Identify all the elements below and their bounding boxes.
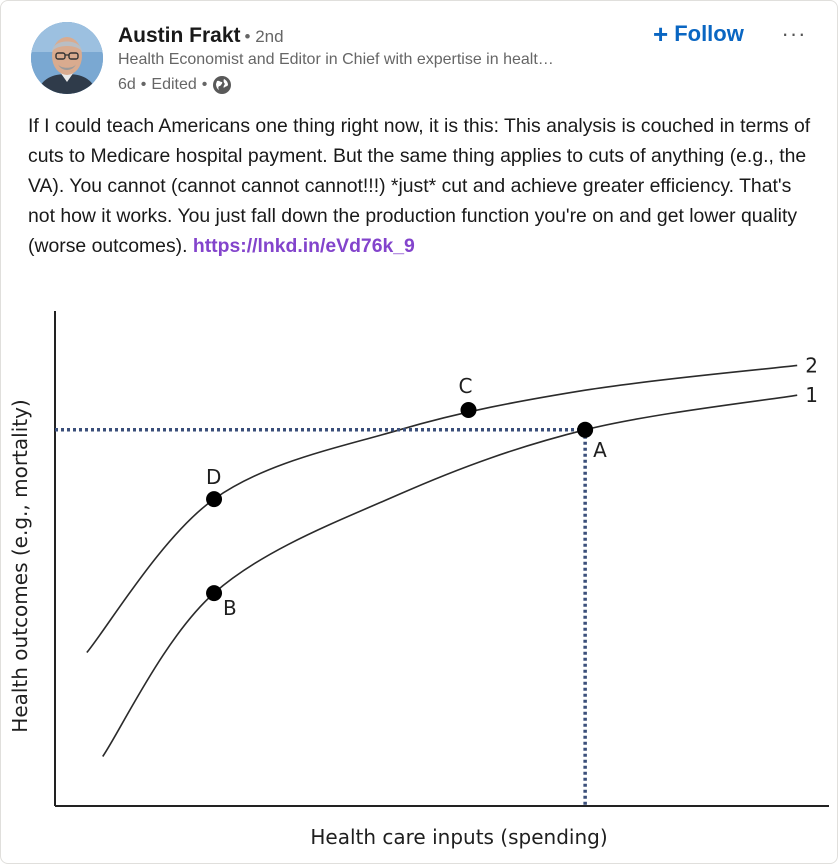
post-meta: 6d • Edited •: [118, 75, 232, 95]
post-link[interactable]: https://lnkd.in/eVd76k_9: [192, 235, 415, 257]
curve-label-2: 2: [805, 353, 818, 377]
x-axis-label: Health care inputs (spending): [310, 825, 607, 849]
curve-1: [102, 394, 798, 757]
curve-label-1: 1: [805, 383, 818, 407]
point-B: [206, 585, 223, 602]
profile-photo: [31, 22, 103, 94]
more-options-button[interactable]: ···: [774, 19, 814, 49]
connection-degree: • 2nd: [244, 27, 284, 46]
point-label-A: A: [593, 438, 607, 462]
post-body-text: If I could teach Americans one thing rig…: [28, 115, 811, 257]
author-headline: Health Economist and Editor in Chief wit…: [118, 51, 554, 68]
follow-button[interactable]: + Follow: [649, 19, 748, 49]
meta-separator: •: [201, 76, 208, 93]
follow-label: Follow: [674, 21, 744, 46]
post-body: If I could teach Americans one thing rig…: [28, 111, 818, 261]
point-C: [460, 402, 477, 418]
curve-2: [86, 364, 798, 654]
point-label-C: C: [459, 374, 473, 398]
edited-label: Edited: [151, 76, 197, 93]
point-A: [577, 421, 594, 438]
avatar[interactable]: [31, 22, 103, 94]
author-name-row[interactable]: Austin Frakt • 2nd: [118, 24, 284, 48]
post-image[interactable]: 2 1 D C B A Health care inputs (spending) He…: [1, 301, 837, 863]
point-D: [206, 491, 223, 508]
point-label-B: B: [223, 596, 237, 620]
globe-icon: [212, 75, 232, 95]
author-name[interactable]: Austin Frakt: [118, 24, 241, 47]
production-function-chart: 2 1 D C B A Health care inputs (spending) He…: [8, 311, 829, 849]
meta-separator: •: [140, 76, 147, 93]
plus-icon: +: [653, 19, 669, 49]
point-label-D: D: [206, 465, 221, 489]
post-time: 6d: [118, 76, 136, 93]
y-axis-label: Health outcomes (e.g., mortality): [8, 399, 32, 732]
